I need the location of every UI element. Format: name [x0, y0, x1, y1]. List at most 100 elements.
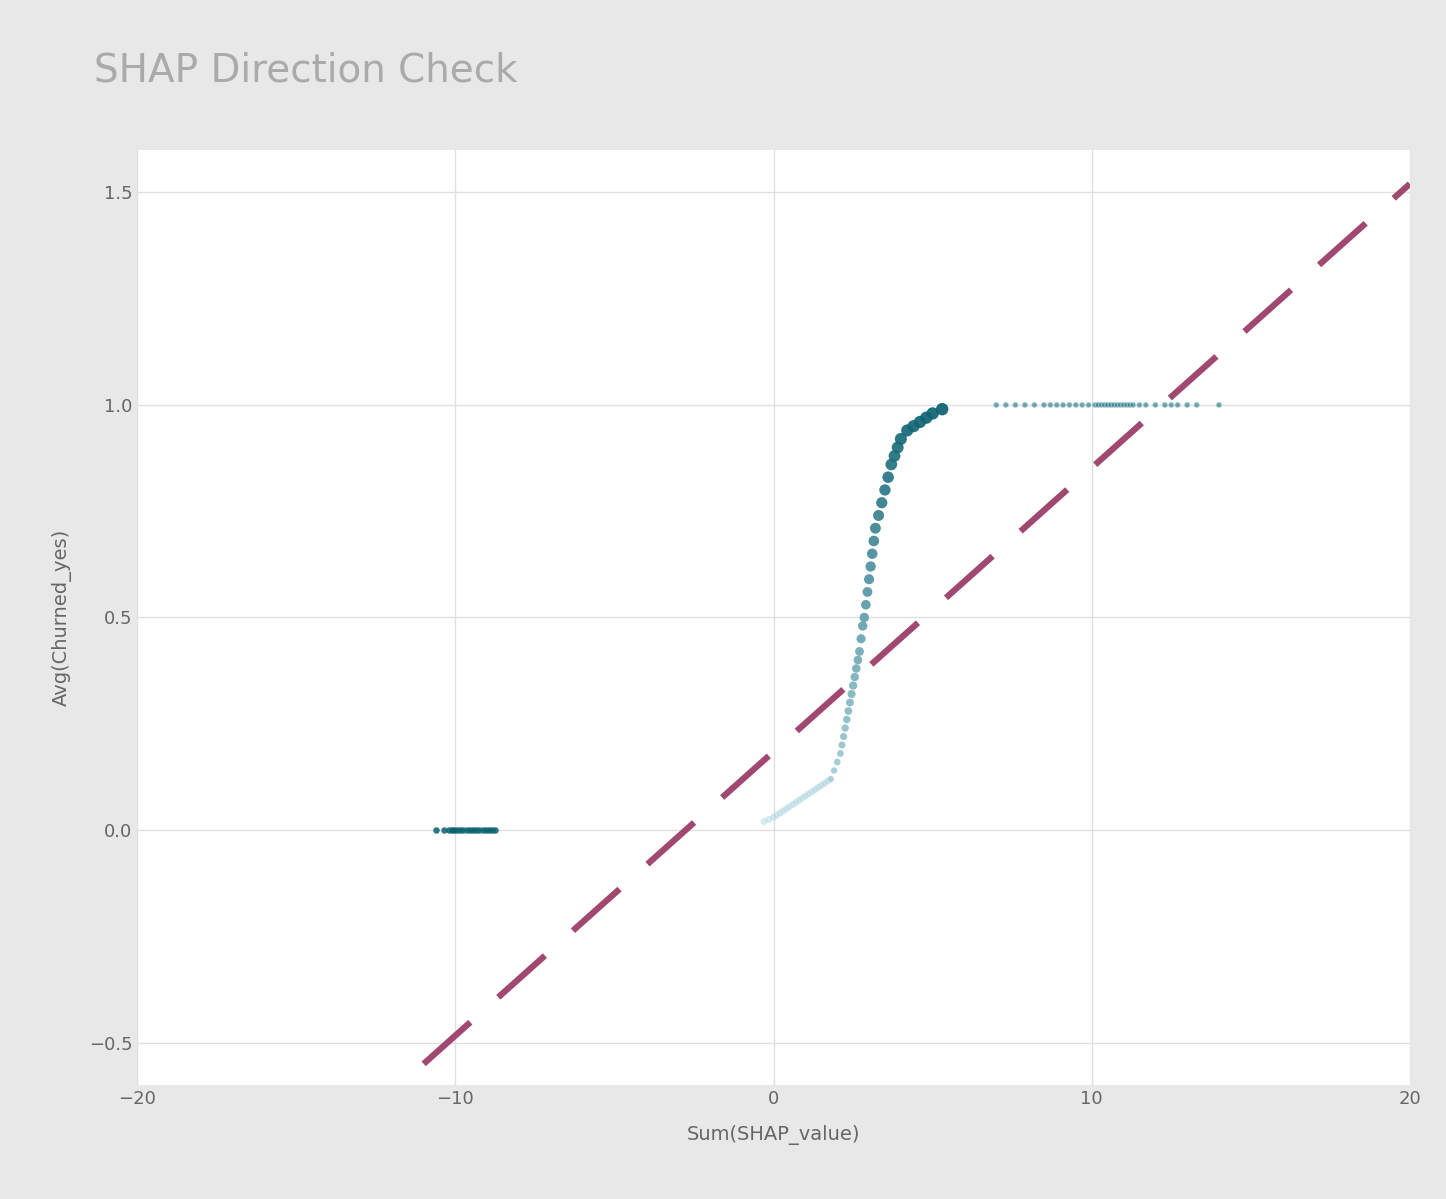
Point: [483, 820, 508, 839]
Point: [797, 784, 820, 803]
Point: [837, 701, 860, 721]
Y-axis label: Avg(Churned_yes): Avg(Churned_yes): [52, 529, 72, 706]
Point: [853, 608, 876, 627]
Point: [752, 812, 775, 831]
Point: [879, 454, 902, 474]
Point: [469, 820, 492, 839]
Point: [1112, 396, 1135, 415]
Point: [438, 820, 461, 839]
Point: [778, 797, 801, 817]
Point: [775, 800, 798, 819]
Point: [829, 743, 852, 763]
Point: [860, 544, 884, 564]
Point: [800, 782, 823, 801]
Point: [1099, 396, 1122, 415]
Point: [895, 421, 918, 440]
Point: [464, 820, 487, 839]
Point: [1032, 396, 1056, 415]
Point: [788, 790, 811, 809]
Point: [1154, 396, 1177, 415]
Point: [1122, 396, 1145, 415]
Point: [995, 396, 1018, 415]
Point: [1022, 396, 1045, 415]
Point: [1128, 396, 1151, 415]
Point: [836, 710, 859, 729]
Point: [1038, 396, 1061, 415]
Point: [794, 787, 817, 806]
Point: [1109, 396, 1132, 415]
Point: [441, 820, 464, 839]
Point: [810, 776, 833, 795]
Point: [448, 820, 471, 839]
Point: [1118, 396, 1141, 415]
Point: [830, 735, 853, 754]
Point: [985, 396, 1008, 415]
Point: [852, 616, 875, 635]
Point: [1083, 396, 1106, 415]
Point: [859, 556, 882, 576]
Point: [1093, 396, 1116, 415]
Point: [826, 753, 849, 772]
Point: [931, 399, 954, 418]
Point: [855, 595, 878, 614]
Point: [868, 506, 891, 525]
Point: [772, 801, 795, 820]
Point: [921, 404, 944, 423]
Point: [847, 641, 870, 661]
Point: [445, 820, 469, 839]
Point: [1144, 396, 1167, 415]
Point: [820, 770, 843, 789]
Point: [862, 531, 885, 550]
Point: [442, 820, 466, 839]
Point: [863, 519, 886, 538]
Point: [839, 693, 862, 712]
Point: [480, 820, 503, 839]
Point: [889, 429, 912, 448]
X-axis label: Sum(SHAP_value): Sum(SHAP_value): [687, 1125, 860, 1145]
Point: [813, 773, 836, 793]
Point: [1102, 396, 1125, 415]
Point: [1207, 396, 1231, 415]
Point: [762, 808, 785, 827]
Point: [908, 412, 931, 432]
Point: [844, 659, 868, 679]
Point: [850, 629, 873, 649]
Point: [856, 583, 879, 602]
Point: [768, 803, 791, 823]
Point: [451, 820, 474, 839]
Point: [857, 570, 881, 589]
Point: [902, 416, 925, 435]
Point: [1115, 396, 1138, 415]
Point: [477, 820, 500, 839]
Text: SHAP Direction Check: SHAP Direction Check: [94, 52, 518, 90]
Point: [474, 820, 497, 839]
Point: [1086, 396, 1109, 415]
Point: [915, 408, 938, 427]
Point: [1176, 396, 1199, 415]
Point: [842, 676, 865, 695]
Point: [1070, 396, 1093, 415]
Point: [1106, 396, 1129, 415]
Point: [843, 668, 866, 687]
Point: [831, 727, 855, 746]
Point: [1064, 396, 1087, 415]
Point: [876, 468, 899, 487]
Point: [1160, 396, 1183, 415]
Point: [461, 820, 484, 839]
Point: [886, 438, 910, 457]
Point: [823, 761, 846, 781]
Point: [1090, 396, 1113, 415]
Point: [425, 820, 448, 839]
Point: [804, 781, 827, 800]
Point: [884, 446, 907, 465]
Point: [1134, 396, 1157, 415]
Point: [758, 809, 781, 829]
Point: [840, 685, 863, 704]
Point: [873, 481, 897, 500]
Point: [870, 493, 894, 512]
Point: [1045, 396, 1069, 415]
Point: [471, 820, 495, 839]
Point: [791, 789, 814, 808]
Point: [458, 820, 482, 839]
Point: [432, 820, 455, 839]
